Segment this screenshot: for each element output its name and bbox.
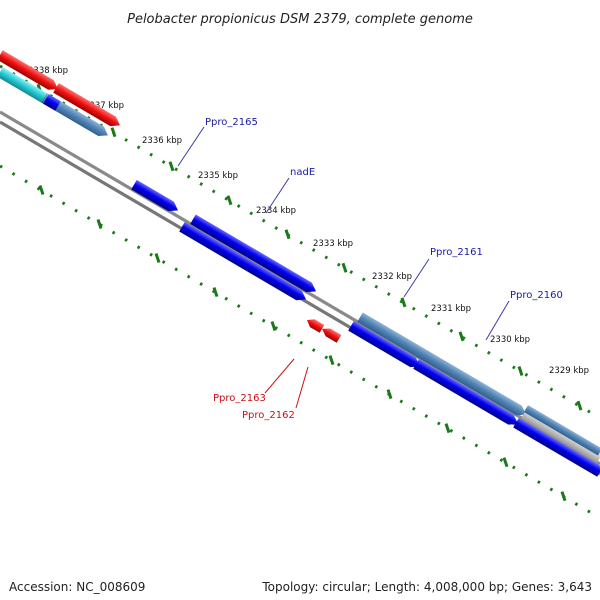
gene-label-nade[interactable]: nadE <box>290 167 315 178</box>
leader-ppro-2165 <box>177 126 205 167</box>
gene-ppro-2162[interactable] <box>320 325 342 343</box>
tick-label: 2338 kbp <box>28 66 68 76</box>
tick-label: 2329 kbp <box>549 366 589 376</box>
inner-major-tick <box>444 423 451 434</box>
leader-nade <box>265 177 290 214</box>
gene-nade[interactable] <box>190 214 319 296</box>
inner-major-tick <box>212 287 219 298</box>
gene-red-left-2[interactable] <box>53 83 123 130</box>
gene-blue-lane2-d[interactable] <box>513 417 600 477</box>
inner-major-tick <box>154 253 161 263</box>
tick-label: 2336 kbp <box>142 136 182 146</box>
forward-genes <box>0 50 600 477</box>
gene-blue-lane2-b[interactable] <box>348 321 423 371</box>
tick-label: 2333 kbp <box>313 239 353 249</box>
gene-ppro-2161[interactable] <box>357 312 529 419</box>
major-tick <box>576 400 583 411</box>
tick-label: 2334 kbp <box>256 206 296 216</box>
gene-blue-lane2-a[interactable] <box>179 222 309 304</box>
gene-ppro-2163[interactable] <box>305 316 325 333</box>
major-tick <box>458 331 465 342</box>
gene-red-left-1[interactable] <box>0 50 61 94</box>
inner-major-tick <box>38 184 45 195</box>
leader-ppro-2162 <box>295 366 309 409</box>
leader-ppro-2160 <box>485 300 510 341</box>
major-tick <box>110 127 117 138</box>
inner-major-tick <box>560 491 567 502</box>
major-tick <box>168 161 175 172</box>
accession-label: Accession: NC_008609 <box>9 580 146 594</box>
topology-label: Topology: circular; Length: 4,008,000 bp… <box>262 580 592 594</box>
leader-ppro-2163 <box>264 358 295 394</box>
tick-label: 2330 kbp <box>490 335 530 345</box>
leader-ppro-2161 <box>403 258 430 298</box>
map-title: Pelobacter propionicus DSM 2379, complet… <box>127 12 473 27</box>
gene-label-ppro-2160[interactable]: Ppro_2160 <box>510 290 563 301</box>
inner-major-tick <box>502 457 509 468</box>
inner-major-tick <box>96 219 103 229</box>
major-tick <box>226 195 233 206</box>
tick-label: 2331 kbp <box>431 304 471 314</box>
inner-major-tick <box>328 355 335 366</box>
scale-ticks: 2338 kbp 2337 kbp 2336 kbp 2335 kbp 2334 kbp… <box>28 66 589 502</box>
gene-blue-lane2-c[interactable] <box>413 359 521 428</box>
gene-ppro-2160-steel[interactable] <box>523 405 600 456</box>
gene-label-ppro-2161[interactable]: Ppro_2161 <box>430 247 483 258</box>
tick-label: 2337 kbp <box>84 101 124 111</box>
inner-major-tick <box>270 321 277 332</box>
tick-label: 2335 kbp <box>198 171 238 181</box>
major-tick <box>341 262 348 273</box>
inner-major-tick <box>386 389 393 400</box>
gene-label-ppro-2162[interactable]: Ppro_2162 <box>242 410 295 421</box>
gene-blue-left-small[interactable] <box>43 94 61 111</box>
gene-ppro-2165[interactable] <box>131 179 181 215</box>
gene-cyan-left[interactable] <box>0 67 49 104</box>
major-tick <box>517 366 524 376</box>
gene-label-ppro-2163[interactable]: Ppro_2163 <box>213 393 266 404</box>
reverse-genes <box>305 316 342 343</box>
major-tick <box>284 229 291 240</box>
tick-label: 2332 kbp <box>372 272 412 282</box>
gene-label-ppro-2165[interactable]: Ppro_2165 <box>205 117 258 128</box>
major-tick <box>400 297 407 308</box>
